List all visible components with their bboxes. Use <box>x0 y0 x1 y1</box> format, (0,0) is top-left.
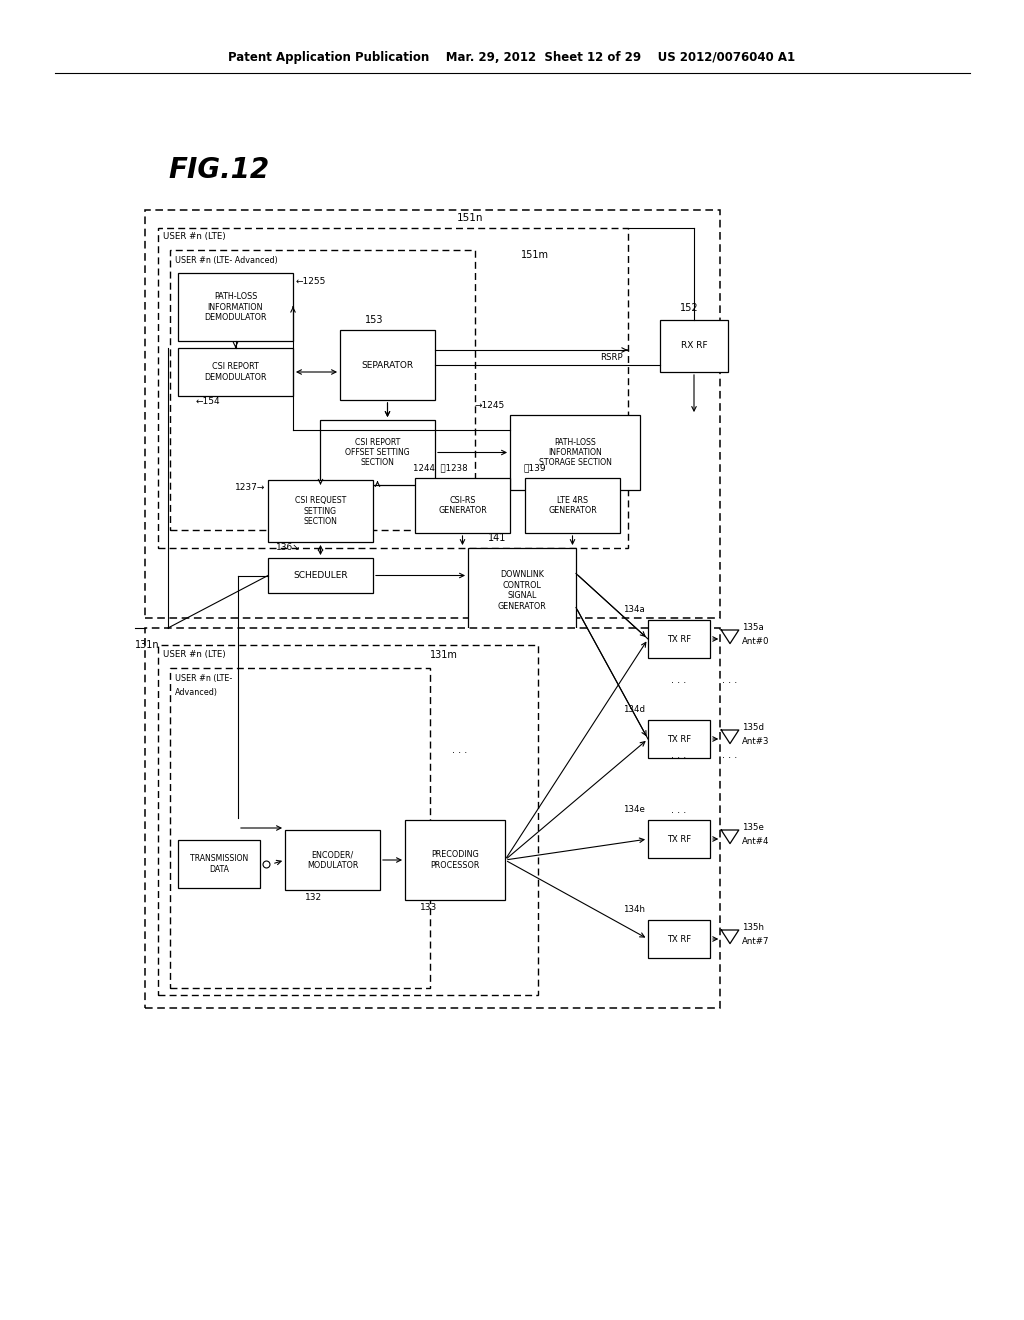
Text: CSI REPORT
OFFSET SETTING
SECTION: CSI REPORT OFFSET SETTING SECTION <box>345 438 410 467</box>
Text: USER #n (LTE- Advanced): USER #n (LTE- Advanced) <box>175 256 278 264</box>
Text: TX RF: TX RF <box>667 734 691 743</box>
Text: TX RF: TX RF <box>667 834 691 843</box>
Bar <box>648 719 710 758</box>
Bar <box>468 548 575 634</box>
Text: 1237→: 1237→ <box>234 483 265 492</box>
Text: USER #n (LTE-: USER #n (LTE- <box>175 673 232 682</box>
Text: 134d: 134d <box>623 705 645 714</box>
Text: →1245: →1245 <box>475 400 505 409</box>
Text: USER #n (LTE): USER #n (LTE) <box>163 651 225 660</box>
Bar <box>319 420 435 484</box>
Bar <box>268 558 373 593</box>
Text: Patent Application Publication    Mar. 29, 2012  Sheet 12 of 29    US 2012/00760: Patent Application Publication Mar. 29, … <box>228 51 796 65</box>
Bar <box>158 645 538 995</box>
Text: 135e: 135e <box>741 824 764 833</box>
Text: . . .: . . . <box>672 675 687 685</box>
Bar <box>268 480 373 543</box>
Text: . . .: . . . <box>672 750 687 760</box>
Text: Advanced): Advanced) <box>175 688 218 697</box>
Text: 1244  ⤄1238: 1244 ⤄1238 <box>413 463 468 473</box>
Text: 152: 152 <box>680 304 698 313</box>
Text: USER #n (LTE): USER #n (LTE) <box>163 232 225 242</box>
Bar <box>158 228 628 548</box>
Bar <box>178 348 293 396</box>
Bar <box>660 319 728 372</box>
Bar <box>510 414 640 490</box>
Text: 151n: 151n <box>457 213 483 223</box>
Text: 151m: 151m <box>521 249 549 260</box>
Bar <box>285 830 380 890</box>
Text: ←154: ←154 <box>196 396 220 405</box>
Text: 134h: 134h <box>623 906 645 915</box>
Bar <box>145 210 720 618</box>
Text: CSI-RS
GENERATOR: CSI-RS GENERATOR <box>438 496 486 515</box>
Text: 135d: 135d <box>741 723 764 733</box>
Text: ⤄139: ⤄139 <box>523 463 546 473</box>
Bar <box>170 249 475 531</box>
Text: Ant#7: Ant#7 <box>741 937 769 946</box>
Text: Ant#3: Ant#3 <box>741 738 769 747</box>
Text: ENCODER/
MODULATOR: ENCODER/ MODULATOR <box>307 850 358 870</box>
Bar <box>178 273 293 341</box>
Text: SCHEDULER: SCHEDULER <box>293 572 348 579</box>
Text: Ant#4: Ant#4 <box>741 837 769 846</box>
Text: SEPARATOR: SEPARATOR <box>361 360 414 370</box>
Text: PRECODING
PROCESSOR: PRECODING PROCESSOR <box>430 850 479 870</box>
Text: ←1255: ←1255 <box>296 276 327 285</box>
Text: 136↘: 136↘ <box>275 544 300 553</box>
Text: 135a: 135a <box>741 623 763 632</box>
Text: TRANSMISSION
DATA: TRANSMISSION DATA <box>189 854 248 874</box>
Text: RX RF: RX RF <box>681 342 708 351</box>
Bar <box>525 478 620 533</box>
Text: . . .: . . . <box>722 675 737 685</box>
Text: 131m: 131m <box>430 649 458 660</box>
Text: 134a: 134a <box>624 606 645 615</box>
Text: CSI REQUEST
SETTING
SECTION: CSI REQUEST SETTING SECTION <box>295 496 346 525</box>
Text: Ant#0: Ant#0 <box>741 638 769 647</box>
Bar <box>648 620 710 657</box>
Text: 134e: 134e <box>624 805 645 814</box>
Text: 141: 141 <box>488 533 507 543</box>
Bar <box>415 478 510 533</box>
Bar <box>648 920 710 958</box>
Bar <box>648 820 710 858</box>
Text: . . .: . . . <box>453 744 468 755</box>
Text: TX RF: TX RF <box>667 635 691 644</box>
Text: 131n: 131n <box>135 640 160 649</box>
Text: . . .: . . . <box>672 805 687 814</box>
Text: 153: 153 <box>365 315 384 325</box>
Text: TX RF: TX RF <box>667 935 691 944</box>
Text: CSI REPORT
DEMODULATOR: CSI REPORT DEMODULATOR <box>204 362 266 381</box>
Bar <box>178 840 260 888</box>
Text: FIG.12: FIG.12 <box>168 156 269 183</box>
Bar <box>340 330 435 400</box>
Text: LTE 4RS
GENERATOR: LTE 4RS GENERATOR <box>548 496 597 515</box>
Text: 135h: 135h <box>741 924 764 932</box>
Text: 133: 133 <box>420 903 437 912</box>
Bar <box>170 668 430 987</box>
Bar <box>145 628 720 1008</box>
Text: 132: 132 <box>305 894 323 903</box>
Text: RSRP: RSRP <box>600 352 623 362</box>
Text: PATH-LOSS
INFORMATION
STORAGE SECTION: PATH-LOSS INFORMATION STORAGE SECTION <box>539 438 611 467</box>
Text: DOWNLINK
CONTROL
SIGNAL
GENERATOR: DOWNLINK CONTROL SIGNAL GENERATOR <box>498 570 547 611</box>
Text: . . .: . . . <box>722 750 737 760</box>
Bar <box>406 820 505 900</box>
Text: PATH-LOSS
INFORMATION
DEMODULATOR: PATH-LOSS INFORMATION DEMODULATOR <box>204 292 266 322</box>
